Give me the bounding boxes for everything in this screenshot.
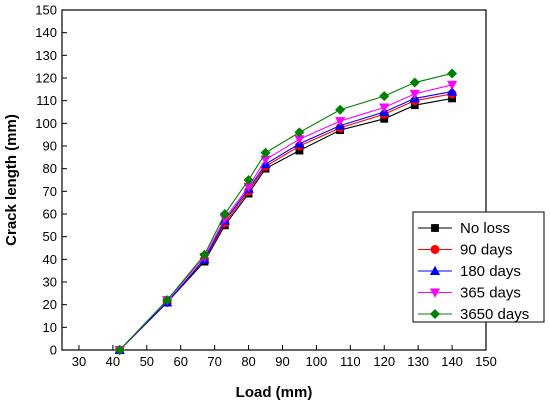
data-point [379,91,390,102]
y-axis-title: Crack length (mm) [3,114,20,246]
data-point [379,103,390,113]
y-tick-label: 40 [43,252,57,267]
data-point [243,174,254,186]
y-tick-label: 0 [50,343,57,358]
legend-marker [431,224,439,232]
y-tick-label: 90 [43,139,57,154]
x-tick-label: 30 [72,354,86,369]
ticks-layer: 30 40 50 60 70 80 90 100 110 120 130 140 150 0 10 20 30 4… [35,3,497,370]
legend-item: 3650 days [418,306,529,323]
legend-items: No loss 90 days 180 days 365 days 3650 days [418,220,529,323]
x-tick-label: 50 [140,354,154,369]
x-axis-title: Load (mm) [236,384,313,401]
x-tick-label: 80 [241,354,255,369]
x-tick-label: 70 [207,354,221,369]
y-tick-label: 120 [35,71,57,86]
y-tick-label: 140 [35,25,57,40]
x-tick-label: 100 [306,354,328,369]
series-layer [114,68,458,356]
y-tick-label: 80 [43,161,57,176]
data-point [114,344,125,356]
legend-marker [429,265,441,275]
x-tick-label: 140 [441,354,463,369]
data-point [199,249,210,260]
y-tick-label: 20 [43,297,57,312]
legend-item: 365 days [418,285,521,302]
legend-label: 180 days [460,263,521,280]
data-point [260,147,271,158]
y-tick-label: 70 [43,184,57,199]
data-point [335,104,346,115]
x-tick-label: 130 [407,354,429,369]
legend-label: 90 days [460,242,513,259]
data-point [219,208,230,220]
x-tick-label: 110 [340,354,361,369]
x-tick-label: 90 [275,354,289,369]
legend-marker [430,245,440,255]
y-tick-label: 110 [36,93,57,108]
legend-item: 180 days [418,263,521,280]
data-point [446,80,458,91]
y-tick-label: 130 [35,48,57,63]
y-tick-label: 60 [43,207,57,222]
x-tick-label: 60 [173,354,187,369]
data-point [162,295,173,306]
series-3650-days [114,68,458,356]
data-point [409,89,420,100]
legend-marker [429,288,441,298]
data-point [446,86,458,96]
legend-marker [429,308,441,320]
legend: No loss 90 days 180 days 365 days 3650 days [412,211,545,323]
x-tick-label: 120 [373,354,395,369]
legend-item: 90 days [418,242,513,259]
legend-label: 365 days [460,285,521,302]
legend-item: No loss [418,220,510,237]
y-tick-label: 50 [43,229,57,244]
x-tick-label: 40 [106,354,120,369]
y-tick-label: 10 [43,320,57,335]
data-point [294,127,305,138]
legend-label: 3650 days [460,306,529,323]
legend-label: No loss [460,220,510,237]
y-tick-label: 150 [35,3,57,18]
data-point [409,77,420,88]
data-point [447,68,458,79]
y-tick-label: 30 [43,275,57,290]
y-tick-label: 100 [35,116,57,131]
data-point [335,117,346,127]
x-tick-label: 150 [475,354,497,369]
